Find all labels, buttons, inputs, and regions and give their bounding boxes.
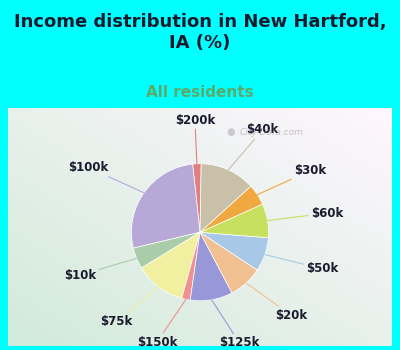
Wedge shape <box>142 232 200 298</box>
Wedge shape <box>133 232 200 268</box>
Wedge shape <box>132 164 200 248</box>
Text: $10k: $10k <box>64 258 137 281</box>
Text: $125k: $125k <box>212 300 260 349</box>
Wedge shape <box>200 232 268 270</box>
Wedge shape <box>200 164 251 232</box>
Wedge shape <box>200 204 268 238</box>
Text: All residents: All residents <box>146 85 254 100</box>
Text: $30k: $30k <box>257 164 326 195</box>
Text: ●: ● <box>227 127 236 137</box>
Wedge shape <box>192 164 201 232</box>
Wedge shape <box>190 232 232 301</box>
Text: $150k: $150k <box>137 299 186 349</box>
Wedge shape <box>200 186 262 232</box>
Text: $20k: $20k <box>246 283 308 322</box>
Text: $40k: $40k <box>228 124 279 170</box>
Text: Income distribution in New Hartford,
IA (%): Income distribution in New Hartford, IA … <box>14 13 386 52</box>
Text: $50k: $50k <box>265 254 338 275</box>
Text: City-Data.com: City-Data.com <box>239 128 303 137</box>
Wedge shape <box>200 232 257 293</box>
Text: $100k: $100k <box>68 161 144 193</box>
Text: $75k: $75k <box>100 287 159 329</box>
Wedge shape <box>182 232 200 300</box>
Text: $60k: $60k <box>268 206 343 220</box>
Text: $200k: $200k <box>175 113 215 164</box>
